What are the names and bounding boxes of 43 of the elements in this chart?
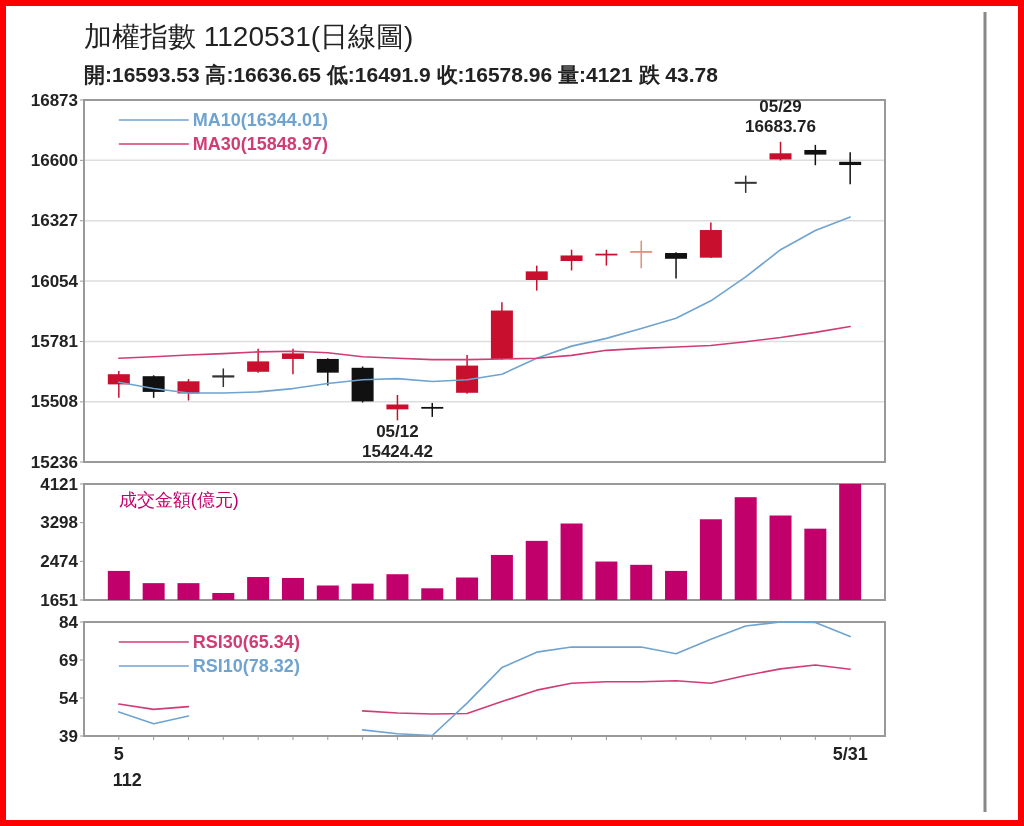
y-tick-label: 1651 xyxy=(40,590,78,610)
y-tick-label: 54 xyxy=(59,688,79,708)
y-tick-label: 3298 xyxy=(40,513,78,533)
y-tick-label: 2474 xyxy=(40,551,79,571)
candlestick xyxy=(630,240,653,270)
y-tick-label: 16054 xyxy=(30,271,79,291)
y-tick-label: 15508 xyxy=(30,392,78,412)
y-tick-label: 16600 xyxy=(30,150,78,170)
candlestick xyxy=(665,251,688,280)
text: 112 xyxy=(112,770,142,790)
line-series xyxy=(118,325,851,361)
annotation: 05/12 xyxy=(376,422,419,442)
chart-title: 成交金額(億元) xyxy=(118,490,239,510)
y-tick-label: 16873 xyxy=(30,90,78,110)
y-tick-label: 4121 xyxy=(40,474,78,494)
legend-label: MA30(15848.97) xyxy=(192,134,328,154)
y-tick-label: 39 xyxy=(59,726,78,746)
x-tick-label: 5/31 xyxy=(832,744,868,764)
candlestick xyxy=(247,348,270,374)
legend-label: MA10(16344.01) xyxy=(192,110,328,130)
candlestick xyxy=(560,248,583,272)
y-tick-label: 15236 xyxy=(30,452,78,472)
candlestick xyxy=(804,144,827,166)
legend-label: RSI30(65.34) xyxy=(192,632,300,652)
candlestick xyxy=(525,264,548,292)
candlestick xyxy=(107,370,130,399)
candlestick xyxy=(769,141,792,162)
x-tick-label: 5 xyxy=(113,744,124,764)
annotation: 05/29 xyxy=(759,96,802,116)
chart-title: 加權指數 1120531(日線圖) xyxy=(84,21,414,52)
candlestick xyxy=(839,151,862,186)
annotation: 16683.76 xyxy=(745,116,816,136)
y-tick-label: 15781 xyxy=(30,331,78,351)
annotation: 15424.42 xyxy=(361,442,433,462)
chart-subtitle: 開:16593.53 高:16636.65 低:16491.9 收:16578.96 量:4121 跌 43.78 xyxy=(84,63,719,86)
y-tick-label: 84 xyxy=(59,612,79,632)
candlestick xyxy=(142,374,165,399)
legend-label: RSI10(78.32) xyxy=(192,656,300,676)
candlestick xyxy=(281,348,304,375)
y-tick-label: 16327 xyxy=(30,211,78,231)
candlestick xyxy=(212,367,235,388)
candlestick xyxy=(316,357,339,387)
y-tick-label: 69 xyxy=(59,650,78,670)
